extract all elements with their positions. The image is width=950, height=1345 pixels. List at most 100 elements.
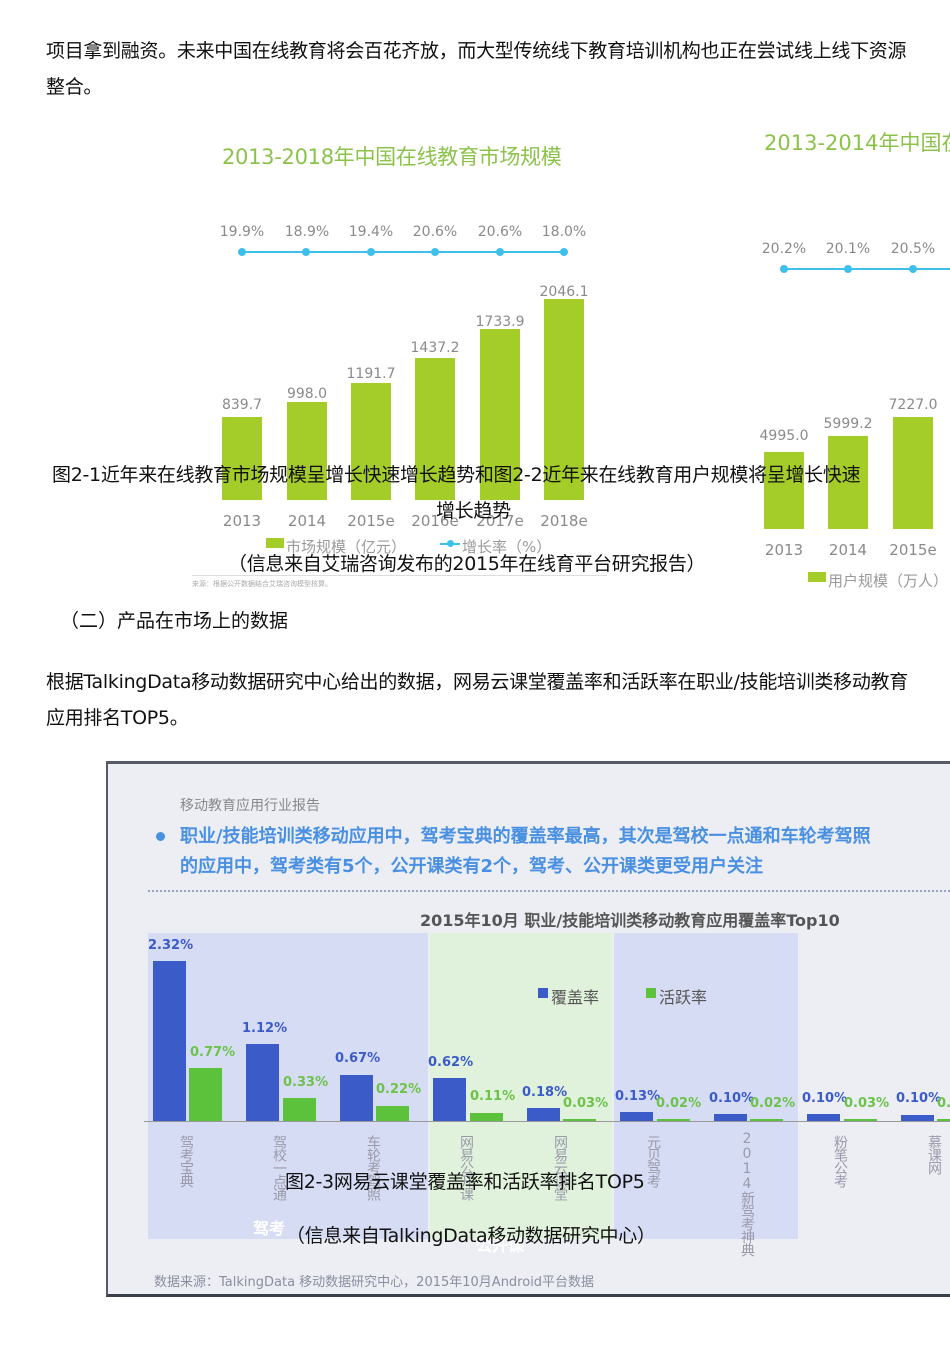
active-value: 0.03% bbox=[844, 1096, 890, 1111]
rate-label: 19.9% bbox=[219, 224, 265, 240]
growth-rate-line bbox=[242, 251, 566, 253]
legend-active: 活跃率 bbox=[659, 988, 708, 1007]
bar-2013 bbox=[764, 452, 804, 529]
bar-value: 998.0 bbox=[286, 386, 328, 402]
growth-rate-line bbox=[784, 268, 950, 270]
panel-lead-text: 职业/技能培训类移动应用中，驾考宝典的覆盖率最高，其次是驾校一点通和车轮考驾照 … bbox=[180, 822, 950, 882]
rate-label: 18.9% bbox=[284, 224, 330, 240]
band-driving-2 bbox=[614, 933, 798, 1239]
bar-value: 1733.9 bbox=[475, 314, 525, 330]
coverage-value: 0.10% bbox=[709, 1091, 755, 1106]
active-value: 0.02% bbox=[656, 1096, 702, 1111]
active-bar bbox=[657, 1119, 690, 1121]
coverage-bar bbox=[807, 1114, 840, 1121]
panel-source: 数据来源：TalkingData 移动数据研究中心，2015年10月Androi… bbox=[154, 1275, 595, 1290]
bar-2018e bbox=[544, 299, 584, 500]
figure-caption-2-1-2-2: 图2-1近年来在线教育市场规模呈增长快速增长趋势和图2-2近年来在线教育用户规模… bbox=[52, 464, 861, 486]
bar-2016e bbox=[415, 358, 455, 500]
x-axis-label: 2017e bbox=[476, 512, 524, 530]
active-value: 0.11% bbox=[470, 1089, 516, 1104]
chart-source-note: 来源：根据公开数据结合艾瑞咨询模型核算。 bbox=[192, 580, 332, 588]
coverage-value: 0.13% bbox=[615, 1089, 661, 1104]
active-value: 0.03% bbox=[563, 1096, 609, 1111]
coverage-bar bbox=[246, 1044, 279, 1121]
rate-label: 20.6% bbox=[477, 224, 523, 240]
category-label: 驾考宝典 bbox=[178, 1135, 194, 1187]
x-axis-label: 2013 bbox=[222, 512, 262, 530]
active-value: 0. bbox=[937, 1096, 950, 1111]
rate-dot bbox=[367, 248, 375, 256]
category-label: 车轮考驾照 bbox=[365, 1135, 381, 1200]
coverage-value: 0.67% bbox=[335, 1051, 381, 1066]
rate-dot bbox=[909, 265, 917, 273]
bar-value: 4995.0 bbox=[759, 428, 809, 444]
x-axis-label: 2014 bbox=[287, 512, 327, 530]
coverage-value: 1.12% bbox=[242, 1021, 288, 1036]
rate-label: 20.1% bbox=[825, 241, 871, 257]
x-axis-label: 2018e bbox=[540, 512, 588, 530]
chart-title: 2013-2014年中国在 bbox=[764, 131, 950, 155]
rate-label: 20.2% bbox=[761, 241, 807, 257]
talkingdata-paragraph: 根据TalkingData移动数据研究中心给出的数据，网易云课堂覆盖率和活跃率在… bbox=[46, 671, 908, 729]
coverage-bar bbox=[527, 1108, 560, 1121]
active-bar bbox=[937, 1119, 950, 1121]
coverage-value: 0.10% bbox=[802, 1091, 848, 1106]
x-axis-label: 2015e bbox=[347, 512, 395, 530]
section-heading: （二）产品在市场上的数据 bbox=[60, 610, 289, 632]
x-axis bbox=[144, 1121, 950, 1122]
coverage-bar bbox=[153, 961, 186, 1121]
active-bar bbox=[283, 1098, 316, 1121]
active-value: 0.77% bbox=[190, 1045, 236, 1060]
lead-line: 的应用中，驾考类有5个，公开课类有2个，驾考、公开课类更受用户关注 bbox=[180, 856, 764, 877]
bar-value: 2046.1 bbox=[539, 284, 589, 300]
category-label: 驾校一点通 bbox=[271, 1135, 287, 1200]
bar-value: 1191.7 bbox=[346, 366, 396, 382]
rate-dot bbox=[844, 265, 852, 273]
lead-line: 职业/技能培训类移动应用中，驾考宝典的覆盖率最高，其次是驾校一点通和车轮考驾照 bbox=[180, 826, 871, 847]
report-panel: 移动教育应用行业报告 职业/技能培训类移动应用中，驾考宝典的覆盖率最高，其次是驾… bbox=[106, 761, 950, 1297]
coverage-value: 0.10% bbox=[896, 1091, 942, 1106]
active-value: 0.33% bbox=[283, 1075, 329, 1090]
legend-coverage: 覆盖率 bbox=[551, 988, 600, 1007]
rate-dot bbox=[780, 265, 788, 273]
legend-market-size-swatch bbox=[266, 538, 284, 548]
bar-2015e bbox=[893, 417, 933, 529]
coverage-bar bbox=[433, 1078, 466, 1121]
rate-label: 18.0% bbox=[541, 224, 587, 240]
x-axis-label: 2013 bbox=[764, 541, 804, 559]
bar-2015e bbox=[351, 383, 391, 500]
bar-value: 1437.2 bbox=[410, 340, 460, 356]
rate-label: 20.5% bbox=[890, 241, 936, 257]
legend-user-scale-swatch bbox=[808, 572, 826, 582]
category-label: 网易云课堂 bbox=[552, 1135, 568, 1200]
figure-caption-continued: 增长趋势 bbox=[436, 500, 511, 522]
legend-coverage-swatch bbox=[538, 988, 548, 998]
coverage-bar bbox=[901, 1115, 934, 1121]
x-axis-label: 2015e bbox=[889, 541, 937, 559]
group-label-driving: 驾考 bbox=[253, 1219, 286, 1238]
active-value: 0.02% bbox=[750, 1096, 796, 1111]
rate-dot bbox=[496, 248, 504, 256]
bar-2017e bbox=[480, 329, 520, 500]
coverage-bar bbox=[620, 1112, 653, 1121]
active-bar bbox=[750, 1119, 783, 1121]
bullet-icon bbox=[156, 832, 165, 841]
rate-label: 19.4% bbox=[348, 224, 394, 240]
rate-label: 20.6% bbox=[412, 224, 458, 240]
chart-title: 2013-2018年中国在线教育市场规模 bbox=[222, 145, 562, 169]
coverage-value: 0.62% bbox=[428, 1055, 474, 1070]
legend-market-size: 市场规模（亿元） bbox=[286, 538, 407, 556]
rate-dot bbox=[302, 248, 310, 256]
active-value: 0.22% bbox=[376, 1082, 422, 1097]
bar-2013 bbox=[222, 417, 262, 500]
active-bar bbox=[376, 1106, 409, 1121]
bar-value: 839.7 bbox=[221, 397, 263, 413]
coverage-value: 0.18% bbox=[522, 1085, 568, 1100]
bar-2014 bbox=[828, 436, 868, 529]
x-axis-label: 2016e bbox=[411, 512, 459, 530]
active-bar bbox=[563, 1119, 596, 1121]
category-label: 粉笔公考 bbox=[832, 1135, 848, 1187]
category-label: 慕课网 bbox=[926, 1135, 942, 1174]
x-axis-label: 2014 bbox=[828, 541, 868, 559]
panel-header: 移动教育应用行业报告 bbox=[180, 798, 320, 814]
